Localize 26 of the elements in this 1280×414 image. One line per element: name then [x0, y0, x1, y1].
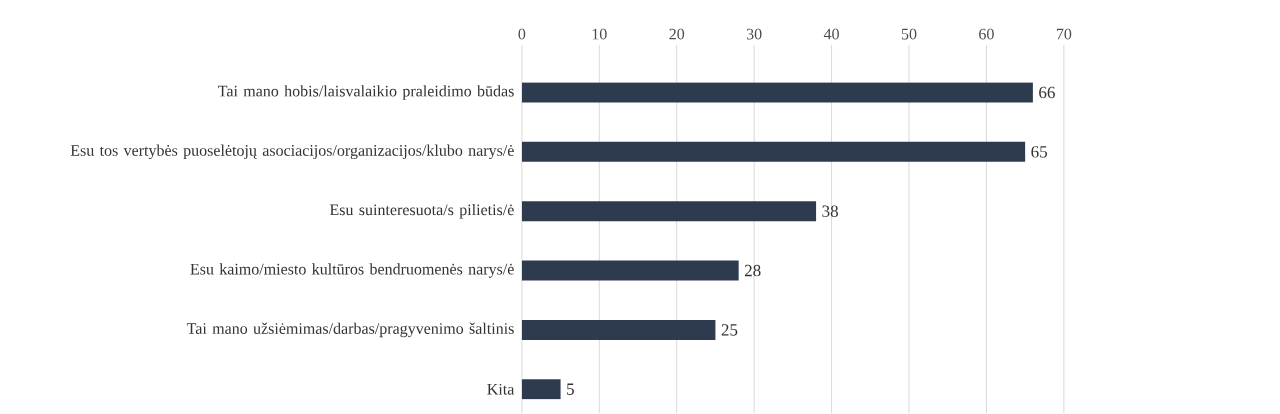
bar	[521, 201, 817, 222]
data-label: 25	[721, 324, 738, 336]
x-tick-label: 0	[518, 28, 526, 40]
y-tick-label: Esu suinteresuota/s pilietis/ė	[329, 204, 514, 219]
bar	[521, 320, 716, 341]
x-tick-label: 30	[746, 28, 762, 40]
x-tick-label: 20	[669, 28, 685, 40]
y-tick-label: Kita	[487, 384, 515, 395]
x-tick-label: 10	[592, 28, 607, 40]
x-tick-label: 50	[901, 28, 917, 40]
x-tick-label: 40	[823, 28, 839, 40]
bar	[521, 142, 1026, 163]
bar	[521, 82, 1033, 103]
x-tick-label: 60	[979, 28, 994, 40]
y-tick-label: Esu kaimo/miesto kultūros bendruomenės narys/ė	[190, 263, 514, 279]
y-tick-label: Tai mano hobis/laisvalaikio praleidimo būdas	[218, 85, 514, 100]
bar	[521, 379, 561, 400]
data-label: 5	[567, 383, 574, 396]
data-label: 66	[1039, 87, 1055, 99]
y-tick-label: Tai mano užsiėmimas/darbas/pragyvenimo šaltinis	[186, 322, 514, 338]
y-tick-label: Esu tos vertybės puoselėtojų asociacijos/organizacijos/klubo narys/ė	[70, 144, 514, 160]
data-label: 65	[1031, 146, 1048, 158]
data-label: 38	[822, 205, 838, 218]
bar	[521, 260, 739, 281]
data-label: 28	[744, 265, 761, 277]
x-tick-label: 70	[1056, 28, 1072, 40]
